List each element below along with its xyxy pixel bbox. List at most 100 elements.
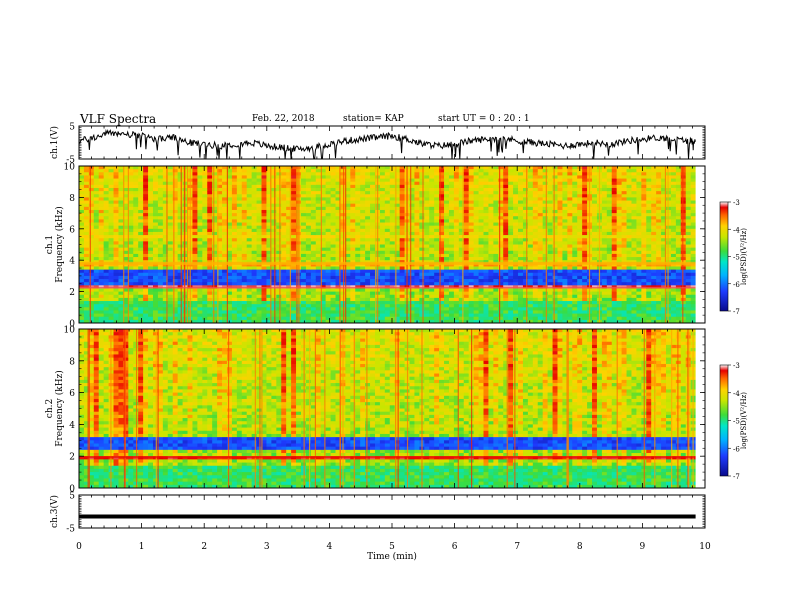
spectrogram-cell: [157, 203, 164, 208]
spectrogram-cell: [305, 219, 312, 223]
spectrogram-cell: [79, 279, 85, 283]
spectrogram-cell: [79, 181, 85, 186]
spectrogram-cell: [197, 238, 203, 242]
spectrogram-cell: [567, 257, 573, 261]
spectrogram-cell: [429, 247, 435, 252]
spectrogram-cell: [562, 206, 568, 211]
spectrogram-cell: [118, 222, 124, 227]
spectrogram-cell: [152, 213, 159, 217]
spectrogram-cell: [83, 172, 90, 176]
spectrogram-cell: [335, 241, 341, 245]
spectrogram-cell: [473, 175, 479, 179]
spectrogram-cell: [118, 316, 124, 321]
spectrogram-cell: [493, 291, 499, 296]
spectrogram-cell: [222, 235, 228, 239]
spectrogram-cell: [498, 241, 504, 245]
spectrogram-cell: [118, 194, 124, 198]
spectrogram-cell: [542, 194, 549, 198]
spectrogram-cell: [162, 316, 169, 321]
spectrogram-cell: [251, 238, 257, 242]
spectrogram-cell: [113, 222, 119, 227]
spectrogram-cell: [207, 275, 213, 280]
spectrogram-cell: [547, 172, 553, 176]
spectrogram-cell: [567, 216, 573, 220]
spectrogram-cell: [162, 206, 169, 211]
spectrogram-cell: [399, 231, 405, 236]
spectrogram-cell: [123, 316, 129, 321]
spectrogram-cell: [93, 184, 100, 189]
spectrogram-cell: [370, 253, 376, 258]
spectrogram-cell: [498, 216, 504, 220]
spectrogram-cell: [177, 301, 183, 305]
spectrogram-cell: [222, 247, 228, 252]
spectrogram-cell: [88, 238, 95, 242]
spectrogram-cell: [498, 228, 504, 233]
spectrogram-cell: [281, 316, 287, 321]
spectrogram-cell: [251, 200, 257, 205]
spectrogram-cell: [162, 209, 169, 214]
spectrogram-cell: [330, 187, 336, 192]
spectrogram-cell: [419, 175, 425, 179]
spectrogram-cell: [498, 279, 504, 283]
spectrogram-cell: [241, 231, 248, 236]
spectrogram-cell: [394, 191, 401, 195]
spectrogram-cell: [394, 253, 401, 258]
spectrogram-cell: [370, 181, 376, 186]
spectrogram-cell: [217, 279, 223, 283]
spectrogram-cell: [419, 194, 425, 198]
spectrogram-cell: [286, 319, 292, 324]
spectrogram-cell: [222, 291, 228, 296]
spectrogram-cell: [508, 181, 514, 186]
spectrogram-cell: [271, 304, 277, 308]
spectrogram-cell: [424, 319, 430, 324]
spectrogram-cell: [261, 247, 267, 252]
spectrogram-cell: [542, 172, 549, 176]
spectrogram-cell: [138, 247, 144, 252]
spectrogram-cell: [325, 209, 331, 214]
spectrogram-cell: [458, 209, 465, 214]
spectrogram-cell: [478, 197, 484, 201]
spectrogram-cell: [409, 263, 415, 267]
spectrogram-cell: [360, 272, 366, 277]
spectrogram-cell: [325, 316, 331, 321]
spectrogram-cell: [202, 257, 208, 261]
spectrogram-cell: [518, 231, 524, 236]
spectrogram-cell: [429, 310, 435, 314]
spectrogram-cell: [310, 294, 317, 299]
spectrogram-cell: [483, 241, 489, 245]
spectrogram-cell: [281, 272, 287, 277]
spectrogram-cell: [335, 166, 341, 170]
spectrogram-cell: [241, 301, 248, 305]
spectrogram-cell: [389, 166, 396, 170]
spectrogram-cell: [128, 197, 134, 201]
spectrogram-cell: [429, 225, 435, 230]
spectrogram-cell: [493, 297, 499, 302]
spectrogram-cell: [162, 263, 169, 267]
spectrogram-cell: [567, 187, 573, 192]
spectrogram-cell: [222, 203, 228, 208]
spectrogram-cell: [547, 200, 553, 205]
spectrogram-cell: [552, 169, 558, 173]
spectrogram-cell: [108, 275, 114, 280]
spectrogram-cell: [394, 266, 401, 271]
spectrogram-cell: [419, 307, 425, 311]
spectrogram-cell: [542, 313, 549, 318]
spectrogram-cell: [335, 235, 341, 239]
spectrogram-cell: [143, 231, 149, 236]
spectrogram-cell: [365, 235, 371, 239]
spectrogram-cell: [498, 191, 504, 195]
spectrogram-cell: [562, 197, 568, 201]
spectrogram-cell: [305, 272, 312, 277]
spectrogram-cell: [251, 216, 257, 220]
spectrogram-cell: [463, 301, 470, 305]
spectrogram-cell: [483, 203, 489, 208]
spectrogram-cell: [547, 213, 553, 217]
spectrogram-cell: [320, 175, 327, 179]
spectrogram-cell: [483, 247, 489, 252]
spectrogram-cell: [439, 216, 445, 220]
spectrogram-cell: [399, 225, 405, 230]
spectrogram-cell: [518, 288, 524, 292]
spectrogram-cell: [315, 316, 322, 321]
spectrogram-cell: [172, 231, 179, 236]
spectrogram-cell: [547, 228, 553, 233]
